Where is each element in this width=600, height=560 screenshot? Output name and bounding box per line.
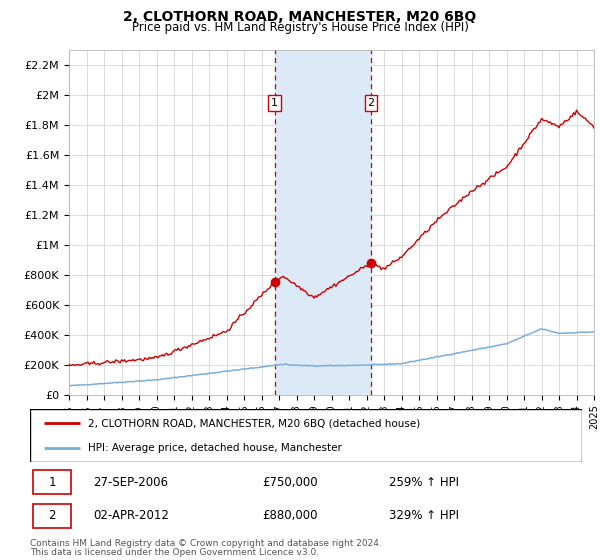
Text: This data is licensed under the Open Government Licence v3.0.: This data is licensed under the Open Gov… bbox=[30, 548, 319, 557]
Text: 2, CLOTHORN ROAD, MANCHESTER, M20 6BQ (detached house): 2, CLOTHORN ROAD, MANCHESTER, M20 6BQ (d… bbox=[88, 418, 420, 428]
Text: 2: 2 bbox=[49, 510, 56, 522]
Text: 1: 1 bbox=[49, 476, 56, 489]
Text: HPI: Average price, detached house, Manchester: HPI: Average price, detached house, Manc… bbox=[88, 442, 342, 452]
Text: 259% ↑ HPI: 259% ↑ HPI bbox=[389, 476, 459, 489]
Text: £750,000: £750,000 bbox=[262, 476, 317, 489]
Bar bbox=[275, 50, 371, 395]
Text: 329% ↑ HPI: 329% ↑ HPI bbox=[389, 510, 459, 522]
Text: 1: 1 bbox=[271, 98, 278, 108]
Text: 27-SEP-2006: 27-SEP-2006 bbox=[94, 476, 169, 489]
Bar bbox=[33, 504, 71, 528]
Bar bbox=[33, 470, 71, 494]
Text: Price paid vs. HM Land Registry's House Price Index (HPI): Price paid vs. HM Land Registry's House … bbox=[131, 21, 469, 34]
Text: £880,000: £880,000 bbox=[262, 510, 317, 522]
Text: 2, CLOTHORN ROAD, MANCHESTER, M20 6BQ: 2, CLOTHORN ROAD, MANCHESTER, M20 6BQ bbox=[124, 10, 476, 24]
Text: 02-APR-2012: 02-APR-2012 bbox=[94, 510, 169, 522]
Text: 2: 2 bbox=[367, 98, 374, 108]
Text: Contains HM Land Registry data © Crown copyright and database right 2024.: Contains HM Land Registry data © Crown c… bbox=[30, 539, 382, 548]
